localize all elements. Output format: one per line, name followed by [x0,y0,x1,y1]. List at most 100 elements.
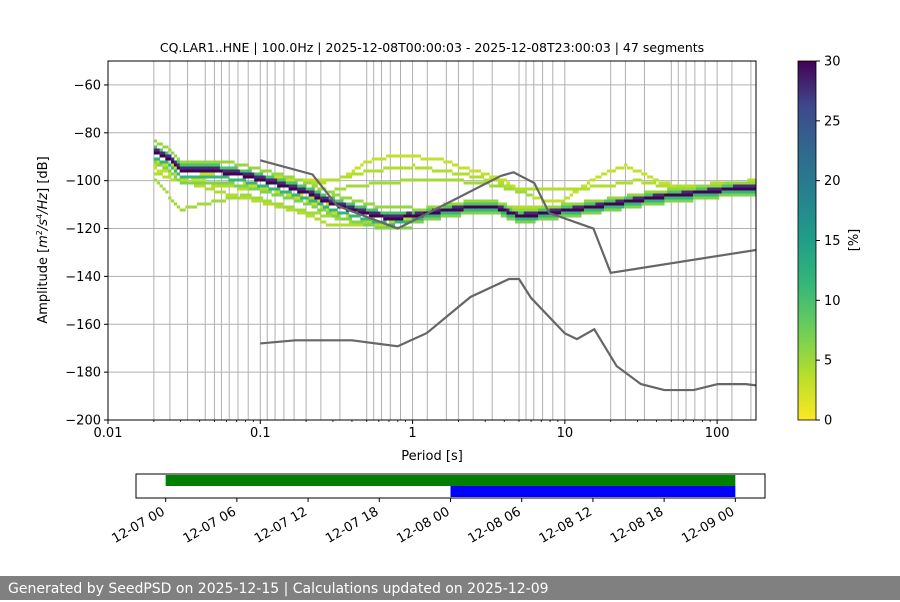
heatmap-cell [377,169,381,173]
heatmap-cell [500,205,505,209]
heatmap-cell [254,175,258,179]
heatmap-cell [234,196,238,200]
heatmap-cell [707,184,711,188]
heatmap-cell [638,196,642,200]
heatmap-cell [234,184,238,188]
heatmap-cell [222,169,226,173]
heatmap-cell [159,148,163,152]
heatmap-cell [400,217,404,221]
heatmap-cell [159,154,163,158]
heatmap-cell [457,211,462,215]
heatmap-cell [652,178,657,182]
heatmap-cell [552,205,556,209]
heatmap-cell [323,193,327,197]
heatmap-cell [348,175,353,179]
heatmap-cell [523,211,528,215]
heatmap-cell [655,196,659,200]
heatmap-cell [351,223,355,227]
heatmap-cell [535,214,539,218]
heatmap-cell [621,199,625,203]
heatmap-cell [340,199,344,203]
heatmap-cell [234,163,238,167]
heatmap-cell [188,169,192,173]
heatmap-cell [325,211,330,215]
heatmap-cell [199,160,203,164]
heatmap-cell [661,190,665,194]
heatmap-cell [609,202,614,206]
heatmap-cell [248,196,252,200]
heatmap-cell [512,208,516,212]
heatmap-cell [604,205,608,209]
heatmap-cell [672,190,677,194]
heatmap-cell [225,181,229,185]
heatmap-cell [750,187,754,191]
heatmap-cell [724,181,728,185]
heatmap-cell [555,208,559,212]
heatmap-cell [454,178,459,182]
heatmap-cell [561,208,565,212]
heatmap-cell [457,205,462,209]
heatmap-cell [406,217,410,221]
heatmap-cell [216,190,221,194]
heatmap-cell [609,196,614,200]
heatmap-cell [512,217,516,221]
heatmap-cell [612,208,616,212]
heatmap-cell [317,217,321,221]
heatmap-cell [695,184,700,188]
heatmap-cell [563,187,568,191]
heatmap-cell [371,202,376,206]
heatmap-cell [609,184,614,188]
heatmap-cell [409,214,413,218]
footer-bar: Generated by SeedPSD on 2025-12-15 | Cal… [0,576,900,600]
heatmap-cell [710,196,714,200]
heatmap-cell [601,205,605,209]
heatmap-cell [176,205,181,209]
heatmap-cell [305,178,310,182]
heatmap-cell [733,190,737,194]
heatmap-cell [601,172,605,176]
heatmap-cell [727,190,731,194]
heatmap-cell [520,205,525,209]
heatmap-cell [271,202,275,206]
heatmap-cell [351,220,355,224]
heatmap-cell [635,205,639,209]
heatmap-cell [463,202,467,206]
heatmap-cell [477,211,482,215]
heatmap-cell [632,193,636,197]
heatmap-cell [193,166,198,170]
heatmap-cell [320,205,324,209]
heatmap-cell [735,193,740,197]
heatmap-cell [265,202,269,206]
heatmap-cell [604,172,608,176]
heatmap-cell [297,178,301,182]
heatmap-cell [664,193,668,197]
heatmap-cell [214,169,218,173]
heatmap-cell [738,187,743,191]
heatmap-cell [156,169,160,173]
heatmap-cell [735,190,740,194]
heatmap-cell [348,217,353,221]
heatmap-cell [540,208,545,212]
heatmap-cell [343,175,347,179]
heatmap-cell [173,172,178,176]
heatmap-cell [245,184,249,188]
heatmap-cell [216,160,221,164]
heatmap-cell [566,214,571,218]
heatmap-cell [626,193,631,197]
heatmap-cell [712,196,717,200]
colorbar-tick-label: 5 [824,354,832,369]
heatmap-cell [325,205,330,209]
heatmap-cell [334,178,338,182]
heatmap-cell [165,166,169,170]
heatmap-cell [360,205,364,209]
heatmap-cell [655,178,659,182]
heatmap-cell [414,208,419,212]
heatmap-cell [474,199,479,203]
heatmap-cell [474,169,479,173]
heatmap-cell [265,184,269,188]
heatmap-cell [357,223,361,227]
heatmap-cell [234,172,238,176]
heatmap-cell [615,166,619,170]
heatmap-cell [325,199,330,203]
heatmap-cell [173,175,178,179]
